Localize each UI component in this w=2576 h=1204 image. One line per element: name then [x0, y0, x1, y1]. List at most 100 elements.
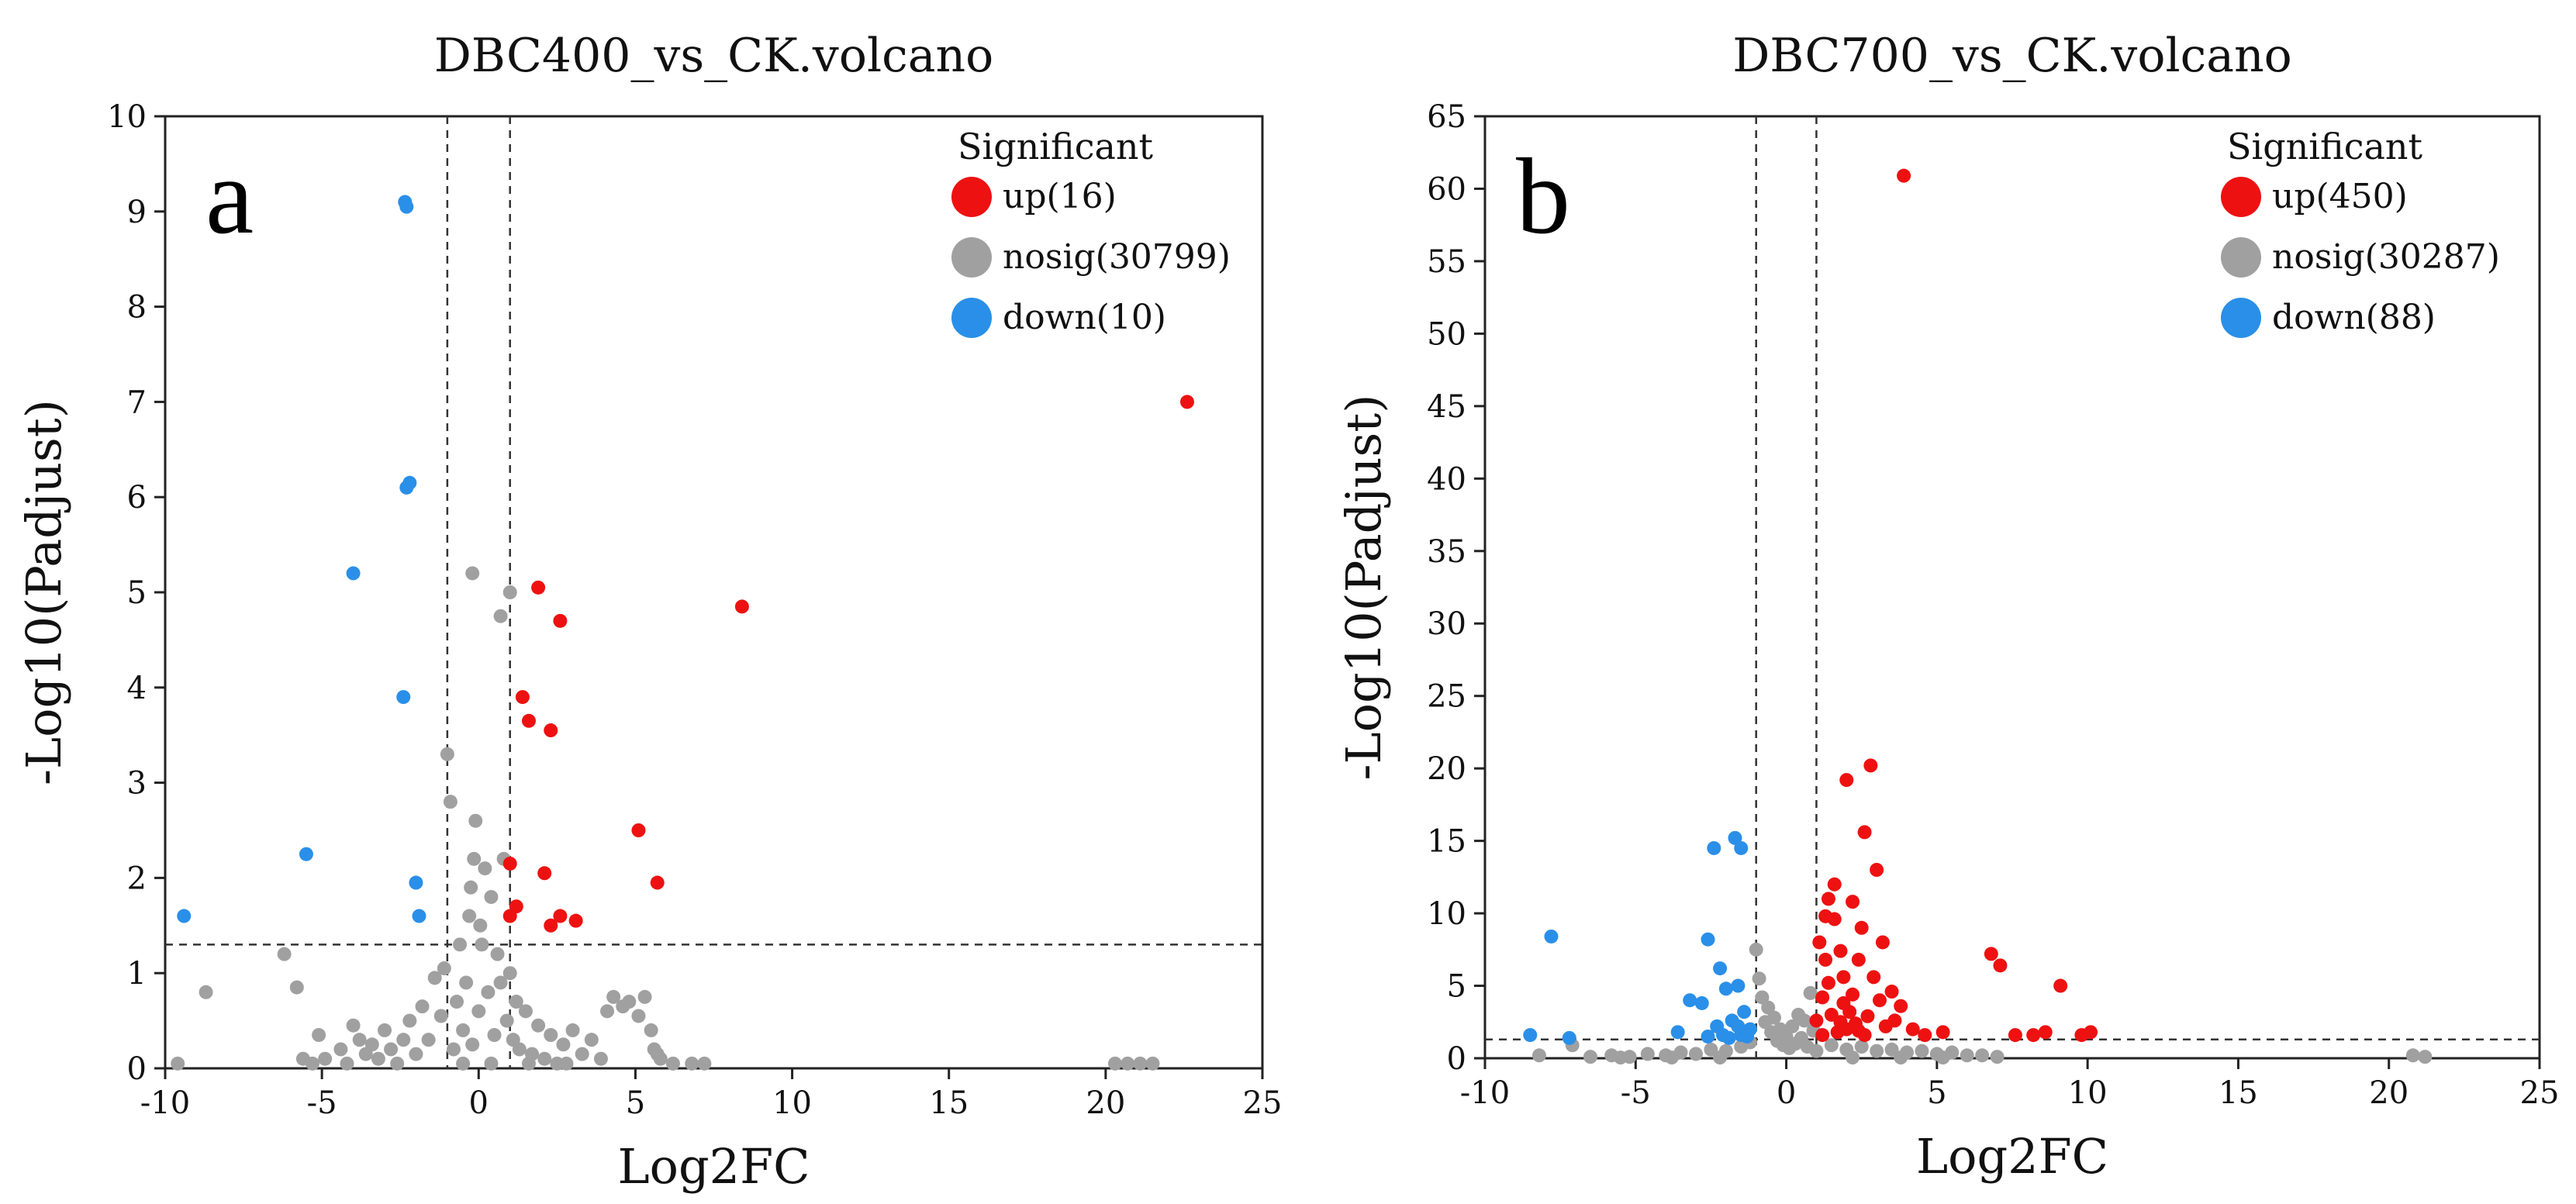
- legend-marker-nosig: [2221, 237, 2261, 278]
- data-point-nosig: [1133, 1056, 1148, 1071]
- data-point-nosig: [306, 1056, 320, 1071]
- data-point-up: [1809, 1013, 1824, 1028]
- data-point-nosig: [475, 937, 489, 952]
- data-point-nosig: [437, 961, 451, 976]
- x-tick-label: 5: [1927, 1075, 1946, 1111]
- data-point-nosig: [1145, 1056, 1160, 1071]
- data-point-up: [1873, 993, 1887, 1008]
- data-point-nosig: [1915, 1044, 1929, 1058]
- data-point-down: [1731, 1019, 1746, 1033]
- data-point-nosig: [352, 1033, 367, 1047]
- data-point-up: [553, 909, 568, 923]
- data-point-nosig: [456, 1056, 471, 1071]
- data-point-up: [650, 875, 665, 890]
- data-point-nosig: [544, 1028, 558, 1043]
- x-tick-label: -5: [1621, 1075, 1651, 1111]
- data-point-up: [631, 823, 646, 837]
- data-point-nosig: [340, 1056, 354, 1071]
- data-point-down: [1670, 1025, 1685, 1040]
- data-point-up: [2084, 1025, 2098, 1040]
- data-point-nosig: [499, 1013, 514, 1028]
- x-tick-label: 20: [2369, 1075, 2409, 1111]
- data-point-nosig: [464, 880, 478, 895]
- data-point-up: [1821, 975, 1835, 990]
- data-point-down: [396, 690, 411, 705]
- legend-label-up: up(450): [2272, 177, 2408, 216]
- x-tick-label: -5: [307, 1085, 337, 1121]
- data-point-down: [1718, 981, 1733, 996]
- data-point-nosig: [637, 989, 652, 1004]
- y-tick-label: 5: [1447, 969, 1466, 1005]
- data-point-down: [177, 909, 192, 923]
- data-point-up: [1851, 952, 1866, 967]
- data-point-up: [1836, 970, 1851, 985]
- data-point-down: [1731, 978, 1746, 993]
- data-point-nosig: [697, 1056, 712, 1071]
- data-point-nosig: [333, 1042, 348, 1057]
- data-point-down: [1734, 840, 1749, 855]
- data-point-up: [531, 580, 546, 595]
- data-point-nosig: [459, 975, 474, 990]
- data-point-nosig: [502, 966, 517, 981]
- data-point-down: [1683, 993, 1697, 1008]
- data-point-nosig: [1854, 1040, 1869, 1054]
- data-point-up: [515, 690, 530, 705]
- data-point-up: [1993, 958, 2008, 973]
- data-point-nosig: [471, 1004, 486, 1019]
- x-tick-label: -10: [1460, 1075, 1510, 1111]
- data-point-nosig: [467, 851, 482, 866]
- x-tick-label: 25: [2520, 1075, 2560, 1111]
- data-point-up: [521, 713, 536, 728]
- data-point-nosig: [493, 975, 508, 990]
- legend-marker-down: [951, 298, 992, 338]
- data-point-nosig: [593, 1051, 608, 1066]
- y-tick-label: 35: [1427, 534, 1466, 570]
- data-point-nosig: [171, 1056, 185, 1071]
- data-point-up: [1833, 944, 1848, 958]
- data-point-up: [1935, 1025, 1950, 1040]
- data-point-nosig: [502, 585, 517, 599]
- data-point-down: [402, 475, 417, 490]
- legend-marker-up: [951, 177, 992, 217]
- y-tick-label: 20: [1427, 751, 1466, 787]
- legend-title: Significant: [958, 126, 1154, 167]
- data-point-down: [1707, 840, 1721, 855]
- legend-marker-nosig: [951, 237, 992, 278]
- data-point-nosig: [2418, 1050, 2433, 1064]
- data-point-nosig: [409, 1047, 423, 1061]
- data-point-nosig: [1121, 1056, 1135, 1071]
- data-point-up: [1815, 990, 1830, 1005]
- data-point-up: [1839, 773, 1854, 788]
- data-point-up: [568, 913, 583, 928]
- data-point-nosig: [1824, 1038, 1839, 1053]
- data-point-nosig: [484, 889, 499, 904]
- data-point-up: [1854, 920, 1869, 935]
- y-tick-label: 65: [1427, 99, 1466, 135]
- data-point-down: [1562, 1030, 1576, 1045]
- panel-letter: a: [205, 136, 254, 257]
- y-tick-label: 5: [127, 575, 147, 611]
- y-tick-label: 6: [127, 480, 147, 516]
- data-point-nosig: [1107, 1056, 1122, 1071]
- data-point-up: [2053, 978, 2068, 993]
- y-tick-label: 25: [1427, 679, 1466, 715]
- data-point-up: [1887, 1013, 1902, 1028]
- data-point-up: [1866, 970, 1881, 985]
- y-tick-label: 9: [127, 195, 147, 230]
- data-point-down: [1523, 1028, 1538, 1043]
- data-point-up: [1818, 909, 1833, 923]
- y-tick-label: 4: [127, 671, 147, 706]
- data-point-nosig: [433, 1009, 448, 1023]
- data-point-up: [2026, 1028, 2041, 1043]
- data-point-nosig: [199, 985, 213, 999]
- data-point-nosig: [512, 1042, 527, 1057]
- y-tick-label: 60: [1427, 171, 1466, 207]
- data-point-up: [1863, 758, 1878, 773]
- data-point-up: [1851, 1023, 1866, 1038]
- data-point-nosig: [427, 971, 442, 985]
- y-tick-label: 0: [127, 1051, 147, 1087]
- data-point-down: [299, 847, 313, 861]
- y-tick-label: 40: [1427, 461, 1466, 497]
